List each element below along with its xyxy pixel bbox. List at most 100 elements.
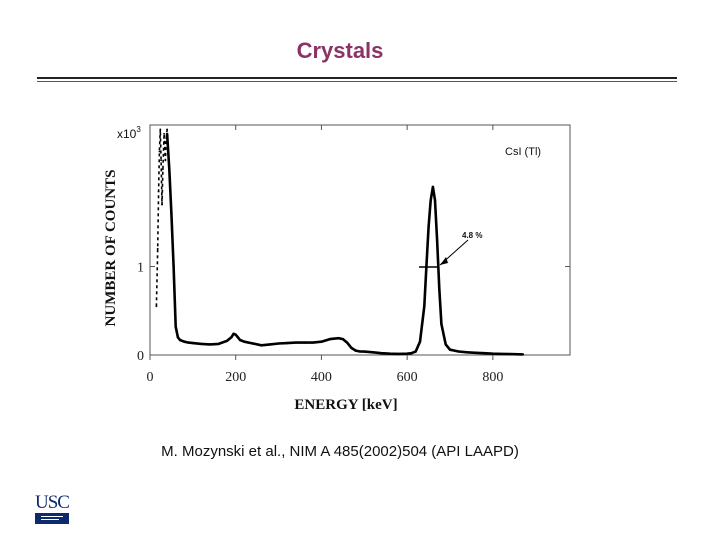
data-point bbox=[238, 338, 242, 342]
data-point bbox=[294, 341, 297, 344]
plot-frame bbox=[149, 124, 571, 356]
data-point bbox=[350, 346, 353, 350]
data-point bbox=[155, 305, 158, 308]
y-axis-ticks: 01 bbox=[137, 261, 570, 364]
data-point bbox=[405, 352, 409, 355]
data-point bbox=[162, 168, 164, 171]
logo-text: USC bbox=[35, 492, 70, 513]
x-axis-label: ENERGY [keV] bbox=[294, 397, 397, 413]
data-point bbox=[243, 340, 246, 343]
resolution-annotation: 4.8 % bbox=[419, 231, 482, 268]
data-point bbox=[311, 341, 315, 344]
data-point bbox=[234, 333, 237, 336]
data-point bbox=[440, 322, 443, 326]
y-tick-label: 0 bbox=[137, 349, 144, 364]
data-point bbox=[178, 338, 182, 342]
data-point bbox=[159, 128, 162, 131]
data-point bbox=[337, 337, 340, 340]
data-point bbox=[457, 350, 460, 353]
data-point bbox=[328, 337, 332, 341]
data-point bbox=[157, 190, 160, 193]
slide-title: Crystals bbox=[296, 38, 384, 63]
x-tick-label: 600 bbox=[397, 370, 418, 385]
data-point bbox=[341, 337, 345, 341]
data-point bbox=[465, 351, 469, 354]
data-point bbox=[164, 159, 167, 162]
data-point bbox=[429, 199, 432, 202]
university-logo: USC bbox=[32, 492, 72, 528]
data-point bbox=[388, 352, 392, 355]
data-point bbox=[200, 342, 203, 346]
data-point bbox=[260, 344, 263, 347]
x-tick-label: 400 bbox=[311, 370, 332, 385]
data-point bbox=[423, 305, 426, 308]
x-tick-label: 0 bbox=[147, 370, 154, 385]
data-point bbox=[380, 352, 383, 355]
data-point bbox=[371, 351, 375, 354]
data-point bbox=[165, 132, 169, 135]
data-point bbox=[161, 203, 163, 206]
series-layer bbox=[155, 128, 525, 356]
data-point bbox=[491, 352, 495, 355]
data-point bbox=[217, 342, 220, 346]
x-tick-label: 200 bbox=[225, 370, 246, 385]
data-point bbox=[508, 352, 512, 356]
data-point bbox=[225, 339, 229, 342]
data-point bbox=[170, 212, 173, 215]
data-point bbox=[483, 352, 486, 355]
y-axis-label: NUMBER OF COUNTS bbox=[103, 170, 119, 327]
data-point bbox=[158, 150, 161, 153]
data-point bbox=[354, 349, 357, 352]
title-divider bbox=[37, 77, 677, 79]
data-point bbox=[156, 247, 159, 250]
logo-banner bbox=[35, 513, 69, 524]
data-point bbox=[187, 341, 190, 344]
data-point bbox=[232, 332, 235, 335]
data-point bbox=[251, 342, 255, 345]
energy-spectrum-chart: 0 200 400 600 800 01 x103 NUMBER OF COUNTS E… bbox=[103, 124, 571, 413]
data-point bbox=[414, 350, 417, 353]
data-point bbox=[166, 128, 169, 131]
data-point bbox=[285, 341, 289, 345]
data-point bbox=[172, 265, 175, 268]
title-divider-thin bbox=[37, 81, 677, 82]
data-point bbox=[517, 353, 520, 356]
annotation-arrowhead bbox=[440, 257, 448, 265]
data-point bbox=[521, 353, 525, 356]
data-point bbox=[363, 350, 366, 353]
data-point bbox=[165, 137, 168, 140]
data-point bbox=[427, 225, 430, 228]
data-point bbox=[474, 351, 477, 354]
data-point bbox=[160, 159, 163, 162]
data-point bbox=[433, 199, 437, 202]
annotation-label: 4.8 % bbox=[462, 231, 482, 240]
data-point bbox=[176, 336, 180, 339]
data-point bbox=[345, 341, 349, 344]
data-point bbox=[191, 341, 195, 345]
data-point bbox=[435, 238, 439, 242]
data-point bbox=[410, 352, 413, 355]
data-point bbox=[208, 343, 212, 346]
data-point bbox=[431, 185, 435, 189]
spectrum-series bbox=[165, 133, 523, 356]
data-point bbox=[230, 336, 233, 339]
data-point bbox=[268, 343, 272, 346]
data-point bbox=[303, 341, 306, 344]
citation: M. Mozynski et al., NIM A 485(2002)504 (… bbox=[161, 443, 519, 460]
data-point bbox=[500, 352, 503, 356]
data-point bbox=[277, 342, 280, 345]
x-tick-label: 800 bbox=[482, 370, 503, 385]
data-point bbox=[236, 336, 240, 339]
x-axis-ticks: 0 200 400 600 800 bbox=[147, 125, 503, 385]
data-point bbox=[397, 352, 400, 356]
chart-legend: CsI (Tl) bbox=[505, 146, 541, 158]
data-point bbox=[320, 340, 323, 343]
data-point bbox=[418, 340, 422, 343]
data-point bbox=[358, 350, 362, 353]
y-multiplier-label: x103 bbox=[117, 125, 141, 141]
data-point bbox=[444, 343, 447, 346]
data-point bbox=[174, 325, 177, 328]
data-point bbox=[438, 287, 441, 290]
y-tick-label: 1 bbox=[137, 261, 144, 276]
data-point bbox=[183, 340, 186, 343]
